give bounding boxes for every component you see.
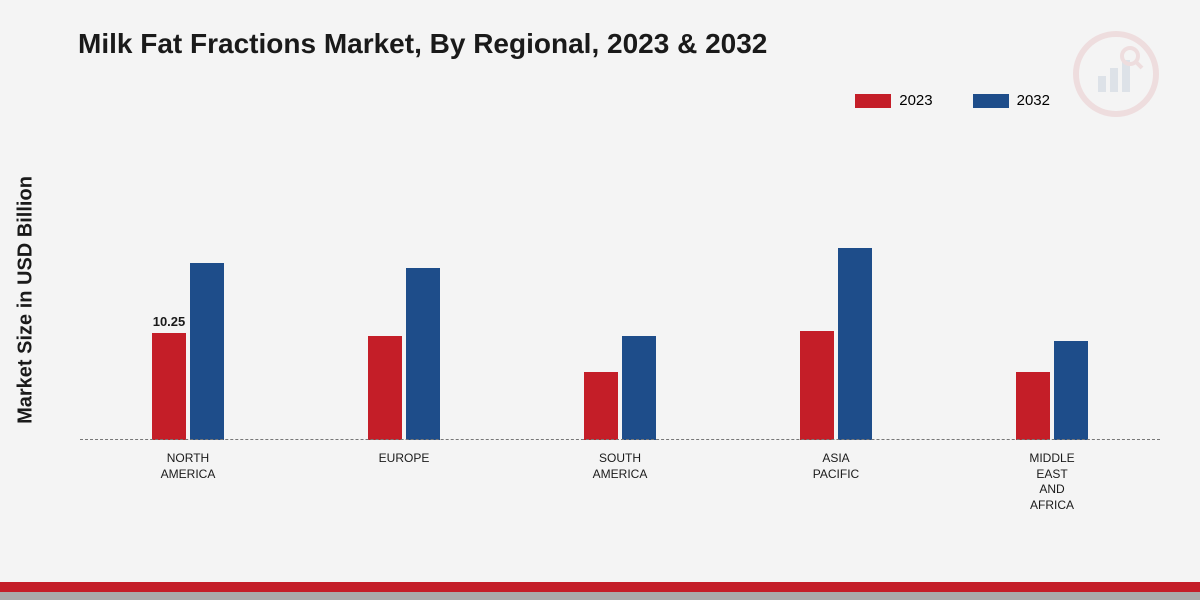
legend-swatch-2032 bbox=[973, 94, 1009, 108]
watermark-logo bbox=[1072, 30, 1160, 123]
x-axis-labels: NORTH AMERICAEUROPESOUTH AMERICAASIA PAC… bbox=[80, 445, 1160, 500]
legend-label-2032: 2032 bbox=[1017, 92, 1050, 109]
bar bbox=[800, 331, 834, 440]
y-axis-label: Market Size in USD Billion bbox=[15, 176, 38, 424]
x-axis-baseline bbox=[80, 439, 1160, 440]
bar-value-label: 10.25 bbox=[153, 314, 186, 329]
x-axis-category-label: ASIA PACIFIC bbox=[728, 445, 944, 500]
bar bbox=[152, 333, 186, 440]
bar bbox=[190, 263, 224, 440]
bar-group bbox=[512, 336, 728, 440]
x-axis-category-label: MIDDLE EAST AND AFRICA bbox=[944, 445, 1160, 500]
chart-plot-area: 10.25 NORTH AMERICAEUROPESOUTH AMERICAAS… bbox=[80, 140, 1160, 500]
footer-grey-bar bbox=[0, 592, 1200, 600]
bar-group bbox=[944, 341, 1160, 440]
chart-title: Milk Fat Fractions Market, By Regional, … bbox=[78, 28, 767, 60]
legend-item-2032: 2032 bbox=[973, 92, 1050, 109]
legend-swatch-2023 bbox=[855, 94, 891, 108]
chart-container: Milk Fat Fractions Market, By Regional, … bbox=[0, 0, 1200, 600]
bar bbox=[622, 336, 656, 440]
bar bbox=[406, 268, 440, 440]
x-axis-category-label: NORTH AMERICA bbox=[80, 445, 296, 500]
bar-group bbox=[296, 268, 512, 440]
bar bbox=[1054, 341, 1088, 440]
x-axis-category-label: SOUTH AMERICA bbox=[512, 445, 728, 500]
bar-group: 10.25 bbox=[80, 263, 296, 440]
bar bbox=[1016, 372, 1050, 440]
bar bbox=[368, 336, 402, 440]
footer-red-bar bbox=[0, 582, 1200, 592]
legend-item-2023: 2023 bbox=[855, 92, 932, 109]
legend: 2023 2032 bbox=[855, 92, 1050, 109]
bar bbox=[584, 372, 618, 440]
bar-groups: 10.25 bbox=[80, 180, 1160, 440]
bar bbox=[838, 248, 872, 440]
bar-group bbox=[728, 248, 944, 440]
footer-stripe bbox=[0, 582, 1200, 600]
x-axis-category-label: EUROPE bbox=[296, 445, 512, 500]
legend-label-2023: 2023 bbox=[899, 92, 932, 109]
